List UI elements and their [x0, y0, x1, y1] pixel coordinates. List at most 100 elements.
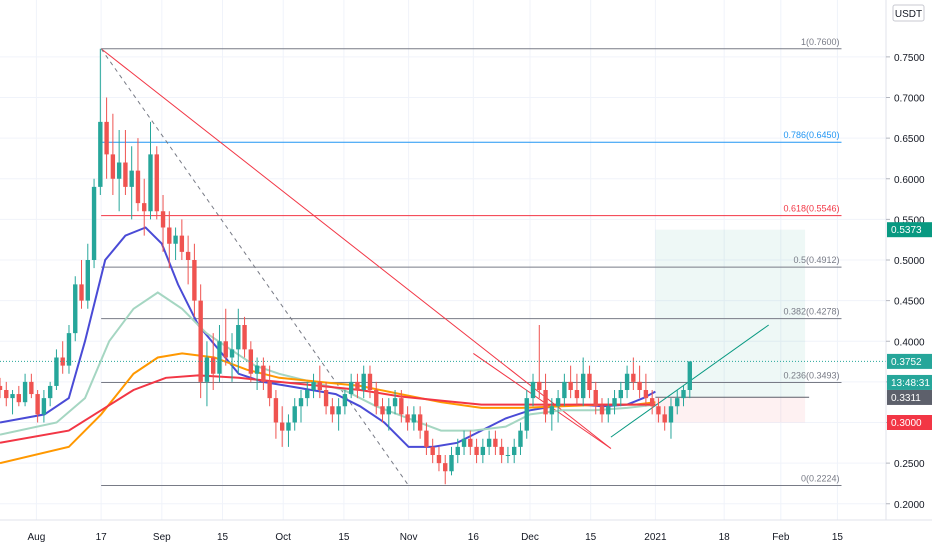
price-tag [887, 353, 932, 369]
x-tick-label: Sep [153, 532, 171, 543]
candle-body [417, 414, 423, 431]
price-tag [887, 374, 932, 390]
candle [279, 406, 285, 447]
candle [242, 316, 247, 358]
candle-body [73, 284, 78, 334]
candle-body [436, 455, 442, 464]
candle [436, 446, 442, 472]
fib-level-label: 0.786(0.6450) [783, 130, 839, 140]
candle-body [468, 438, 473, 447]
candle-body [10, 394, 15, 399]
candle [41, 390, 47, 423]
candle-body [236, 325, 241, 350]
candle [455, 438, 460, 464]
candle-body [35, 394, 40, 415]
candle [73, 276, 78, 342]
candle-body [580, 373, 586, 399]
candle [261, 357, 266, 390]
trend-lines[interactable] [100, 48, 769, 486]
candle [236, 308, 241, 374]
candle-body [254, 365, 260, 374]
candle-body [681, 390, 686, 399]
candle-body [116, 162, 122, 179]
candle [411, 406, 417, 431]
candle [342, 390, 348, 415]
fib-level-label: 0.5(0.4912) [793, 255, 839, 265]
y-tick-label: 0.5000 [894, 256, 925, 267]
candle-body [110, 154, 116, 179]
candle-body [424, 430, 429, 447]
candle-body [47, 385, 53, 399]
candle [537, 325, 542, 399]
candle [631, 357, 636, 390]
fib-retracement[interactable]: 1(0.7600) 0.786(0.6450) 0.618(0.5546) 0.5(0… [101, 37, 842, 487]
candle [612, 390, 617, 415]
candle [361, 365, 366, 399]
candle-body [223, 341, 228, 358]
candle [580, 357, 586, 407]
y-tick-label: 0.2000 [894, 500, 925, 511]
candle-body [142, 203, 147, 212]
candle [85, 243, 90, 309]
candle [192, 243, 197, 317]
candle [129, 146, 134, 220]
candle [424, 422, 429, 455]
position-loss-zone[interactable] [655, 397, 806, 423]
x-tick-label: 15 [832, 532, 844, 543]
candle-body [530, 381, 536, 399]
long-position-tool[interactable] [655, 229, 810, 423]
price-tag [887, 389, 932, 405]
candle [624, 365, 630, 399]
candle-body [204, 357, 210, 382]
price-tags: 0.5373 0.3752 13:48:31 0.3311 0.3000 [887, 222, 932, 430]
candle-body [29, 381, 34, 395]
candle-body [242, 325, 247, 350]
candle [104, 97, 109, 179]
candle [649, 390, 655, 415]
candle-body [612, 398, 617, 407]
position-profit-zone[interactable] [655, 229, 806, 398]
candle-body [135, 170, 141, 204]
trend-line[interactable] [100, 48, 612, 449]
candle-body [211, 357, 216, 374]
candle-body [386, 406, 391, 415]
candle [374, 381, 379, 415]
candle-body [22, 381, 28, 403]
candle [22, 373, 28, 407]
candle-body [154, 154, 159, 212]
y-tick-label: 0.7000 [894, 94, 925, 105]
candle [530, 373, 536, 407]
candle-body [637, 381, 642, 390]
candle-body [380, 406, 385, 415]
time-axis[interactable]: Aug 17 Sep 15 Oct 15 Nov 16 Dec 15 2021 18 Feb 15 [0, 519, 932, 543]
trend-line[interactable] [100, 48, 410, 486]
candle [499, 438, 504, 464]
candle-body [342, 394, 348, 407]
candle-body [574, 390, 580, 399]
candle [167, 211, 172, 269]
candle-body [0, 385, 3, 390]
candle [185, 235, 191, 285]
candle-body [543, 390, 548, 415]
candle-body [41, 398, 47, 415]
price-tag [887, 222, 932, 238]
candle [148, 121, 153, 220]
candle [286, 414, 291, 447]
y-tick-label: 0.7500 [894, 53, 925, 64]
candle [587, 365, 592, 399]
candle [267, 365, 272, 407]
candle [198, 284, 203, 399]
candle [562, 373, 567, 407]
candle [79, 260, 84, 309]
fib-level-label: 0.236(0.3493) [783, 370, 839, 380]
candle-body [16, 394, 22, 403]
candle-body [461, 438, 467, 447]
fib-level-label: 1(0.7600) [801, 37, 840, 47]
candle-body [474, 446, 479, 455]
candle [493, 430, 498, 455]
candle [486, 430, 492, 455]
candle [330, 398, 335, 423]
trend-line[interactable] [473, 353, 612, 449]
